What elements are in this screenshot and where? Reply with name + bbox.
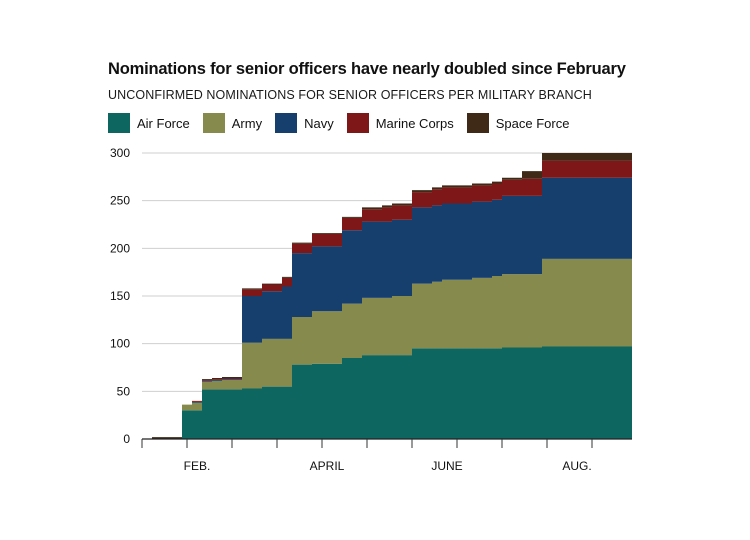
y-tick-label: 100 [110, 337, 130, 351]
y-tick-label: 50 [117, 384, 131, 398]
legend-label: Space Force [495, 115, 570, 131]
legend-label: Navy [304, 115, 334, 131]
y-tick-label: 300 [110, 146, 130, 160]
area-series-group [142, 153, 632, 440]
area-series-army [142, 258, 632, 439]
chart-legend: Air Force Army Navy Marine Corps Space Force [108, 112, 582, 134]
legend-swatch [108, 113, 130, 133]
legend-swatch [275, 113, 298, 133]
legend-item: Marine Corps [346, 113, 454, 133]
area-series-marine-corps [142, 160, 632, 439]
legend-swatch [346, 113, 369, 133]
legend-label: Army [231, 115, 263, 131]
x-tick-label: JUNE [431, 459, 462, 473]
area-series-air-force [142, 346, 632, 439]
area-series-navy [142, 177, 632, 440]
y-tick-label: 200 [110, 241, 130, 255]
y-tick-label: 0 [123, 432, 130, 446]
legend-item: Air Force [108, 113, 190, 133]
x-tick-label: FEB. [184, 459, 211, 473]
legend-swatch [202, 113, 225, 133]
legend-item: Army [202, 113, 263, 133]
chart-subtitle: UNCONFIRMED NOMINATIONS FOR SENIOR OFFIC… [108, 88, 592, 102]
y-tick-label: 250 [110, 194, 130, 208]
x-tick-label: AUG. [562, 459, 591, 473]
legend-label: Marine Corps [375, 115, 454, 131]
y-tick-label: 150 [110, 289, 130, 303]
legend-item: Navy [275, 113, 334, 133]
chart-title: Nominations for senior officers have nea… [108, 60, 626, 78]
legend-item: Space Force [466, 113, 570, 133]
x-tick-label: APRIL [310, 459, 345, 473]
legend-label: Air Force [137, 115, 190, 131]
legend-swatch [466, 113, 489, 133]
